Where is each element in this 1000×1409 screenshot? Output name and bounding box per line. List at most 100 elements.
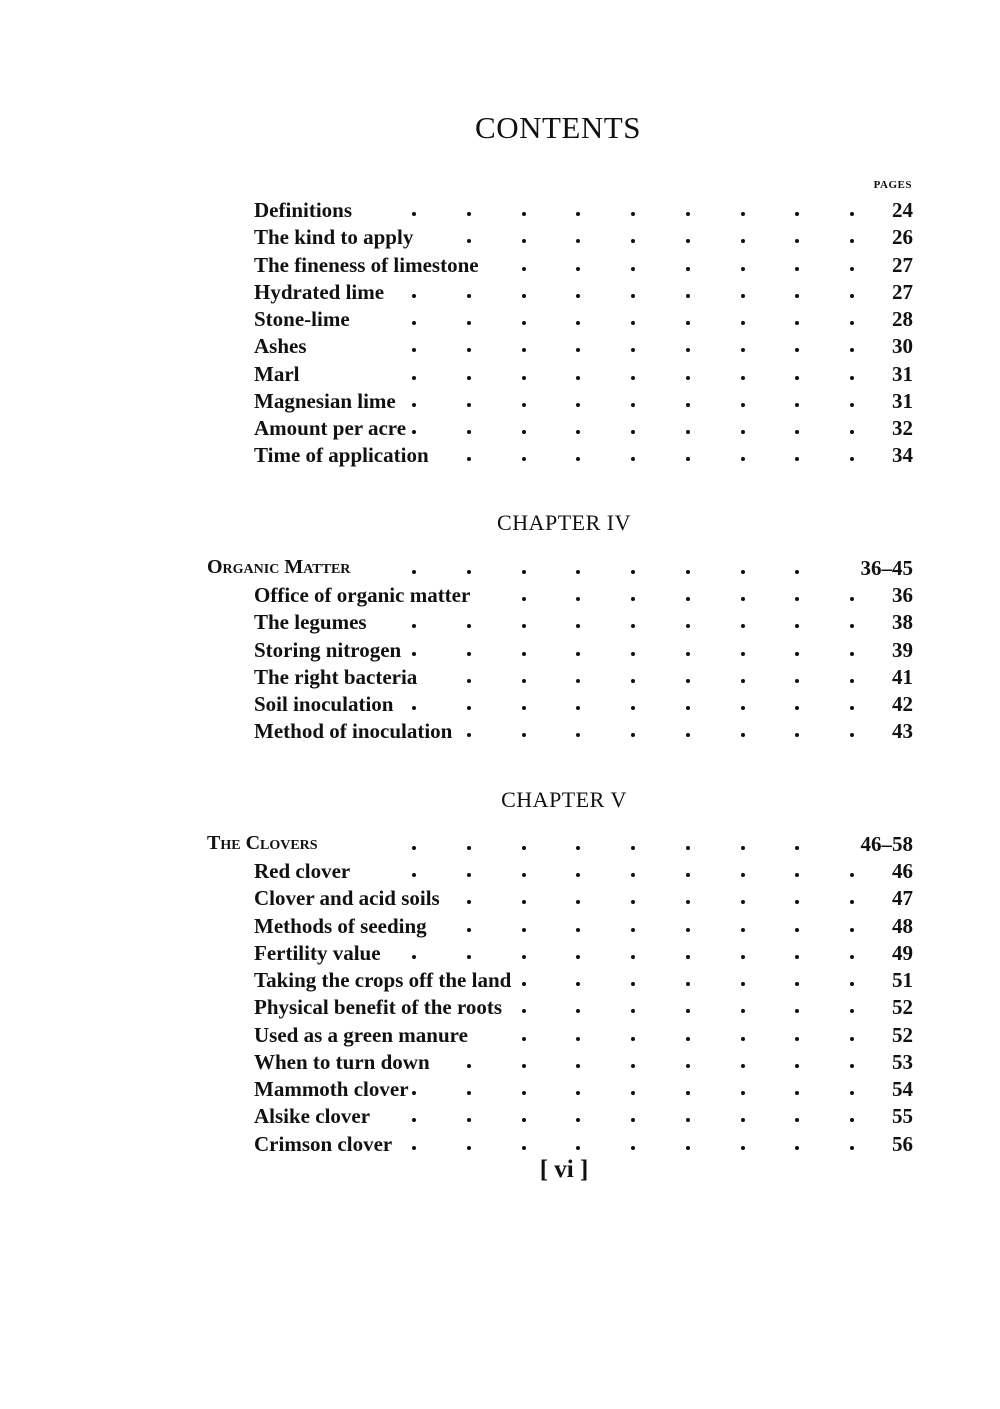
chapter-title-entry[interactable]: The Clovers 46–58	[0, 832, 1000, 858]
leader-dot	[740, 457, 745, 461]
leader-dot	[631, 430, 635, 434]
leader-dot	[850, 212, 854, 216]
leader-dot	[466, 403, 471, 407]
leader-dot	[631, 1091, 635, 1095]
page-number: 54	[892, 1077, 913, 1101]
leader-dot	[631, 403, 635, 407]
toc-entry[interactable]: The right bacteria 41	[0, 665, 1000, 691]
leader-dot	[795, 652, 800, 656]
leader-dot	[795, 239, 800, 243]
toc-entry[interactable]: Soil inoculation 42	[0, 692, 1000, 718]
entry-title: The Clovers	[207, 832, 318, 854]
leader-dot	[631, 846, 635, 850]
page-number: 36	[892, 583, 913, 607]
page-folio: [ vi ]	[539, 1156, 589, 1183]
page-number: 31	[892, 362, 913, 386]
leader-dot	[466, 430, 471, 434]
toc-entry[interactable]: Definitions 24	[0, 198, 1000, 224]
leader-dot	[850, 679, 854, 683]
leader-dot	[795, 597, 800, 601]
leader-dot	[685, 267, 690, 271]
leader-dot	[576, 212, 581, 216]
page-number: 55	[892, 1104, 913, 1128]
entry-title: Amount per acre	[254, 416, 407, 440]
toc-entry[interactable]: Clover and acid soils 47	[0, 886, 1000, 912]
leader-dot	[521, 267, 526, 271]
toc-entry[interactable]: Ashes 30	[0, 334, 1000, 360]
leader-dot	[795, 430, 800, 434]
toc-entry[interactable]: Method of inoculation 43	[0, 719, 1000, 745]
leader-dot	[740, 624, 745, 628]
leader-dot	[412, 706, 416, 710]
toc-entry[interactable]: Office of organic matter 36	[0, 583, 1000, 609]
toc-entry[interactable]: Physical benefit of the roots 52	[0, 995, 1000, 1021]
toc-entry[interactable]: Methods of seeding 48	[0, 914, 1000, 940]
toc-entry[interactable]: Fertility value 49	[0, 941, 1000, 967]
page-number: 39	[892, 638, 913, 662]
leader-dot	[466, 706, 471, 710]
leader-dot	[521, 1118, 526, 1122]
leader-dot	[521, 1009, 526, 1013]
leader-dot	[685, 1037, 690, 1041]
toc-entry[interactable]: Marl 31	[0, 362, 1000, 388]
leader-dot	[685, 403, 690, 407]
leader-dot	[850, 294, 854, 298]
leader-dot	[466, 900, 471, 904]
entry-title: The legumes	[254, 610, 367, 634]
leader-dot	[685, 430, 690, 434]
toc-entry[interactable]: Magnesian lime 31	[0, 389, 1000, 415]
page-number: 46–58	[860, 832, 914, 856]
leader-dot	[412, 624, 416, 628]
leader-dot	[576, 928, 581, 932]
toc-entry[interactable]: Hydrated lime 27	[0, 280, 1000, 306]
toc-entry[interactable]: Stone-lime 28	[0, 307, 1000, 333]
leader-dot	[631, 267, 635, 271]
toc-entry[interactable]: The kind to apply 26	[0, 225, 1000, 251]
leader-dot	[850, 430, 854, 434]
leader-dot	[740, 928, 745, 932]
leader-dot	[466, 928, 471, 932]
leader-dot	[850, 624, 854, 628]
leader-dot	[850, 1091, 854, 1095]
leader-dot	[795, 679, 800, 683]
toc-entry[interactable]: Used as a green manure 52	[0, 1023, 1000, 1049]
leader-dot	[740, 403, 745, 407]
toc-entry[interactable]: Time of application 34	[0, 443, 1000, 469]
entry-title: Method of inoculation	[254, 719, 453, 743]
chapter-title-entry[interactable]: Organic Matter 36–45	[0, 556, 1000, 582]
toc-entry[interactable]: When to turn down 53	[0, 1050, 1000, 1076]
leader-dot	[850, 706, 854, 710]
leader-dot	[631, 982, 635, 986]
leader-dot	[466, 1146, 471, 1150]
leader-dot	[740, 348, 745, 352]
leader-dot	[740, 239, 745, 243]
leader-dot	[850, 457, 854, 461]
leader-dot	[521, 457, 526, 461]
toc-entry[interactable]: Crimson clover 56	[0, 1132, 1000, 1158]
leader-dot	[631, 321, 635, 325]
leader-dot	[631, 597, 635, 601]
leader-dot	[521, 982, 526, 986]
leader-dot	[795, 1118, 800, 1122]
toc-entry[interactable]: The legumes 38	[0, 610, 1000, 636]
leader-dot	[850, 1037, 854, 1041]
toc-entry[interactable]: Alsike clover 55	[0, 1104, 1000, 1130]
leader-dot	[685, 706, 690, 710]
leader-dot	[685, 679, 690, 683]
leader-dot	[740, 679, 745, 683]
leader-dot	[412, 376, 416, 380]
leader-dot	[576, 597, 581, 601]
leader-dot	[521, 403, 526, 407]
toc-entry[interactable]: Storing nitrogen 39	[0, 638, 1000, 664]
leader-dot	[521, 376, 526, 380]
leader-dot	[795, 955, 800, 959]
toc-entry[interactable]: Taking the crops off the land 51	[0, 968, 1000, 994]
leader-dot	[521, 955, 526, 959]
toc-entry[interactable]: Amount per acre 32	[0, 416, 1000, 442]
toc-entry[interactable]: Red clover 46	[0, 859, 1000, 885]
toc-entry[interactable]: Mammoth clover 54	[0, 1077, 1000, 1103]
leader-dot	[685, 846, 690, 850]
toc-entry[interactable]: The fineness of limestone 27	[0, 253, 1000, 279]
leader-dot	[576, 1146, 581, 1150]
leader-dot	[521, 570, 526, 574]
